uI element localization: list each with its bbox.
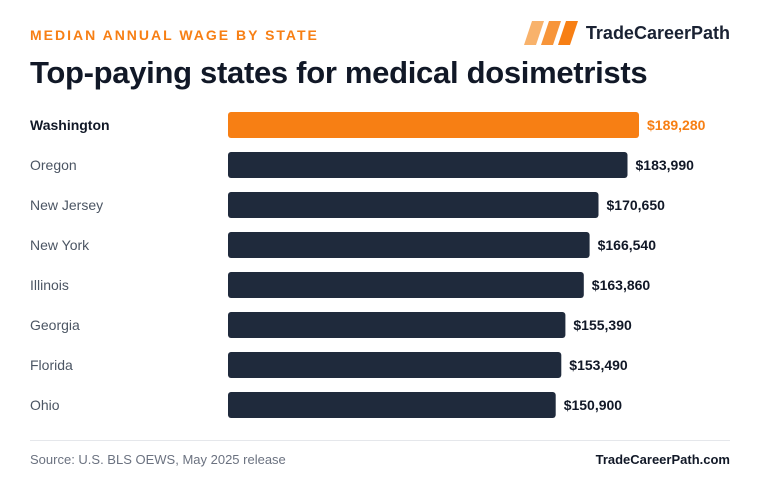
- bar: [228, 232, 590, 258]
- brand: TradeCareerPath: [523, 21, 730, 45]
- bar: [228, 112, 639, 138]
- category-label: New York: [30, 237, 90, 253]
- category-label: Washington: [30, 117, 110, 133]
- value-label: $166,540: [598, 237, 657, 253]
- category-label: Oregon: [30, 157, 77, 173]
- brand-stripes-icon: [523, 21, 578, 45]
- bar: [228, 352, 562, 378]
- brand-name: TradeCareerPath: [585, 22, 730, 43]
- category-label: Ohio: [30, 397, 60, 413]
- source-note: Source: U.S. BLS OEWS, May 2025 release: [30, 452, 286, 467]
- bar: [228, 312, 566, 338]
- value-label: $163,860: [592, 277, 651, 293]
- bar: [228, 392, 556, 418]
- value-label: $155,390: [573, 317, 632, 333]
- footer-divider: [30, 440, 730, 441]
- value-label: $183,990: [636, 157, 695, 173]
- category-label: Florida: [30, 357, 73, 373]
- site-url: TradeCareerPath.com: [595, 452, 730, 467]
- category-label: Georgia: [30, 317, 80, 333]
- value-label: $150,900: [564, 397, 623, 413]
- value-label: $153,490: [569, 357, 628, 373]
- value-label: $189,280: [647, 117, 706, 133]
- category-label: Illinois: [30, 277, 69, 293]
- bar: [228, 192, 599, 218]
- chart-kicker: MEDIAN ANNUAL WAGE BY STATE: [30, 27, 319, 43]
- chart-title: Top-paying states for medical dosimetris…: [30, 55, 648, 90]
- category-label: New Jersey: [30, 197, 103, 213]
- bar: [228, 272, 584, 298]
- bar: [228, 152, 628, 178]
- bar-chart: Washington $189,280 Oregon $183,990 New Jers…: [30, 112, 706, 418]
- value-label: $170,650: [607, 197, 666, 213]
